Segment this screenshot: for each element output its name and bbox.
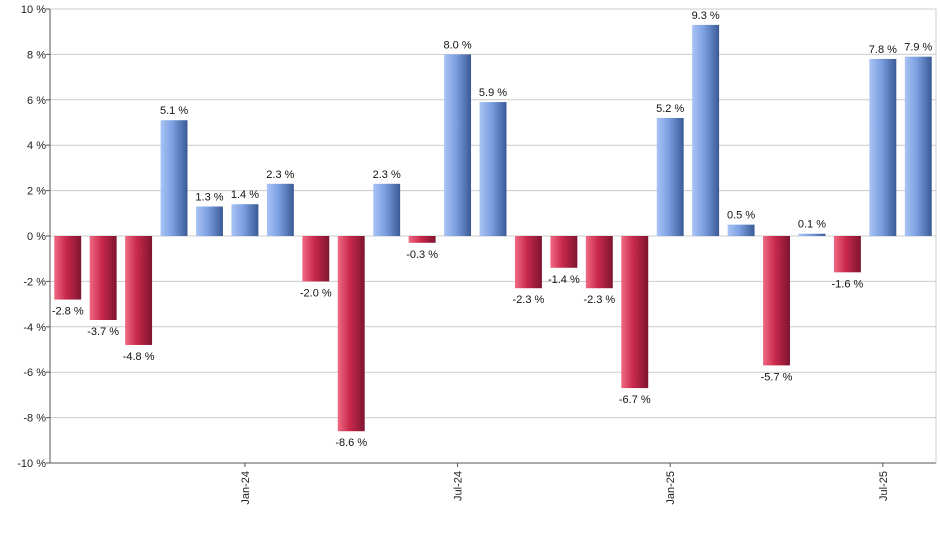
bar (550, 236, 578, 268)
bar (585, 236, 613, 289)
bar (727, 224, 755, 236)
data-label: -0.3 % (406, 249, 438, 261)
data-label: -2.8 % (52, 306, 84, 318)
data-label: 9.3 % (692, 10, 720, 22)
data-label: -4.8 % (123, 351, 155, 363)
axes: -10 % -8 % -6 % -4 % -2 % 0 % 2 % 4 % 6 % 8 % 10 %… (17, 4, 937, 505)
bar (54, 236, 82, 300)
bar (869, 58, 897, 236)
y-tick-label: 0 % (27, 231, 46, 243)
bar (160, 120, 188, 236)
bar (444, 54, 472, 237)
bar (337, 236, 365, 432)
y-tick-label: 6 % (27, 95, 46, 107)
bar (621, 236, 649, 389)
data-label: 1.4 % (231, 189, 259, 201)
data-label: -6.7 % (619, 394, 651, 406)
data-label: 2.3 % (373, 169, 401, 181)
y-tick-label: 10 % (21, 4, 46, 16)
data-label: -2.0 % (300, 287, 332, 299)
data-label: 7.8 % (869, 44, 897, 56)
data-label: -1.4 % (548, 274, 580, 286)
bars (54, 24, 932, 432)
bar (408, 236, 436, 243)
y-tick-label: -6 % (23, 367, 46, 379)
data-label: 0.1 % (798, 219, 826, 231)
bar (833, 236, 861, 273)
bar (904, 56, 932, 236)
data-label: 5.9 % (479, 87, 507, 99)
x-tick-label: Jan-25 (665, 471, 677, 505)
y-tick-label: 2 % (27, 186, 46, 198)
bar (763, 236, 790, 366)
bar (479, 102, 507, 236)
data-label: -2.3 % (513, 294, 545, 306)
x-tick-label: Jul-24 (453, 471, 465, 501)
bar (373, 183, 401, 236)
x-tick-label: Jul-25 (878, 471, 890, 501)
x-tick-label: Jan-24 (240, 471, 252, 505)
data-label: 7.9 % (904, 42, 932, 54)
bar (302, 236, 330, 282)
data-label: 0.5 % (727, 210, 755, 222)
data-label: 8.0 % (443, 39, 471, 51)
data-label: 1.3 % (195, 191, 223, 203)
bar (196, 206, 223, 236)
bar (798, 233, 826, 236)
bar (514, 236, 542, 289)
y-tick-label: 4 % (27, 140, 46, 152)
bar (692, 24, 720, 236)
bar (231, 204, 259, 236)
y-tick-label: -4 % (23, 322, 46, 334)
bar (656, 117, 684, 236)
y-tick-label: 8 % (27, 49, 46, 61)
data-labels: -2.8 %-3.7 % -4.8 % 5.1 % 1.3 % 1.4 % 2.3 % -2… (52, 10, 933, 449)
data-label: -8.6 % (335, 437, 367, 449)
data-label: -3.7 % (87, 326, 119, 338)
y-tick-label: -2 % (23, 276, 46, 288)
data-label: -2.3 % (583, 294, 615, 306)
data-label: -1.6 % (832, 278, 864, 290)
data-label: -5.7 % (761, 371, 793, 383)
data-label: 2.3 % (266, 169, 294, 181)
bar (266, 183, 294, 236)
data-label: 5.1 % (160, 105, 188, 117)
data-label: 5.2 % (656, 103, 684, 115)
bar (89, 236, 117, 320)
y-tick-label: -8 % (23, 413, 46, 425)
bar (125, 236, 153, 345)
y-tick-label: -10 % (17, 458, 46, 470)
